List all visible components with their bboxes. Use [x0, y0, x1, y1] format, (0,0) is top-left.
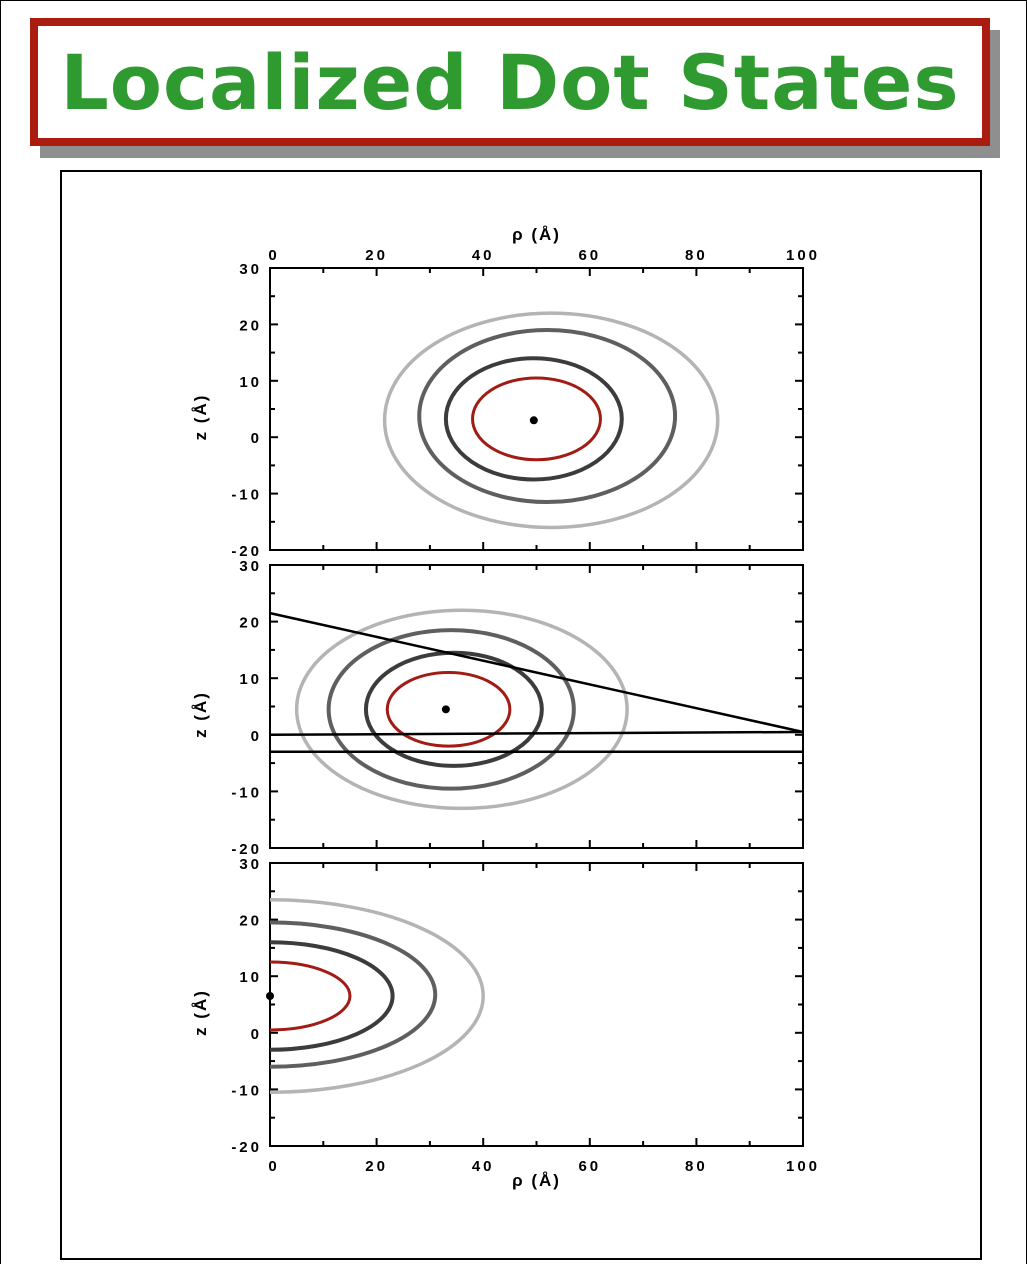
title-box: Localized Dot States	[30, 18, 990, 146]
middle-y-tick-label: 10	[239, 671, 262, 688]
middle-contour-second	[363, 650, 544, 768]
top-x-tick-label: 20	[365, 247, 388, 264]
top-y-tick-label: -10	[231, 487, 262, 504]
middle-contour-outer	[294, 608, 629, 811]
bottom-x-tick-label: 0	[268, 1158, 279, 1175]
top-x-tick-label: 80	[685, 247, 708, 264]
middle-y-tick-label: 20	[239, 615, 262, 632]
middle-y-tick-label: 0	[251, 728, 262, 745]
middle-y-axis-title: z (Å)	[191, 691, 210, 738]
bottom-x-tick-label: 100	[786, 1158, 820, 1175]
bottom-contour-inner	[270, 960, 352, 1032]
bottom-x-tick-label: 20	[365, 1158, 388, 1175]
bottom-y-tick-label: 0	[251, 1026, 262, 1043]
bottom-y-tick-label: -20	[231, 1139, 262, 1156]
bottom-x-tick-label: 60	[578, 1158, 601, 1175]
middle-boundary-line	[269, 611, 804, 734]
top-x-tick-label: 0	[268, 247, 279, 264]
slide-title: Localized Dot States	[60, 37, 960, 127]
bottom-y-tick-label: -10	[231, 1082, 262, 1099]
middle-contour-third	[326, 628, 576, 791]
top-contour-inner	[471, 376, 602, 462]
top-contour-outer	[382, 311, 720, 530]
middle-y-tick-label: 30	[239, 558, 262, 575]
middle-boundary-line	[269, 730, 804, 737]
top-x-axis-title: ρ (Å)	[512, 225, 561, 244]
middle-contour-inner	[385, 671, 512, 748]
middle-plot-frame	[269, 564, 804, 849]
figure-frame	[60, 170, 982, 1260]
bottom-center-dot	[266, 992, 274, 1001]
top-plot-frame	[269, 267, 804, 551]
top-x-tick-label: 40	[472, 247, 495, 264]
bottom-x-axis-title: ρ (Å)	[512, 1171, 561, 1190]
bottom-x-tick-label: 40	[472, 1158, 495, 1175]
top-y-tick-label: 0	[251, 430, 262, 447]
bottom-y-axis-title: z (Å)	[191, 989, 210, 1036]
bottom-contour-second	[270, 940, 395, 1052]
middle-y-tick-label: -20	[231, 841, 262, 858]
top-contour-second	[443, 356, 624, 482]
bottom-x-tick-label: 80	[685, 1158, 708, 1175]
top-x-tick-label: 100	[786, 247, 820, 264]
bottom-y-tick-label: 30	[239, 856, 262, 873]
top-y-tick-label: 10	[239, 374, 262, 391]
top-y-tick-label: -20	[231, 543, 262, 560]
top-x-tick-label: 60	[578, 247, 601, 264]
bottom-y-tick-label: 20	[239, 913, 262, 930]
bottom-y-tick-label: 10	[239, 969, 262, 986]
top-contour-third	[417, 328, 678, 505]
middle-center-dot	[441, 705, 450, 714]
top-y-axis-title: z (Å)	[191, 394, 210, 441]
middle-y-tick-label: -10	[231, 784, 262, 801]
bottom-contour-outer	[270, 898, 485, 1094]
top-y-tick-label: 20	[239, 317, 262, 334]
top-y-tick-label: 30	[239, 261, 262, 278]
bottom-contour-third	[270, 920, 438, 1069]
top-center-dot	[529, 416, 538, 425]
